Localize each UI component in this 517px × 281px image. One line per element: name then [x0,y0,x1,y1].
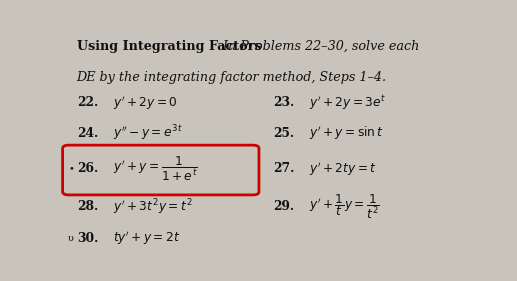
Text: In Problems 22–30, solve each: In Problems 22–30, solve each [219,40,419,53]
Text: 30.: 30. [77,232,98,245]
Text: 27.: 27. [273,162,294,175]
Text: DE by the integrating factor method, Steps 1–4.: DE by the integrating factor method, Ste… [77,71,387,83]
Text: 23.: 23. [273,96,294,110]
Text: 25.: 25. [273,127,294,140]
Text: Using Integrating Factors: Using Integrating Factors [77,40,261,53]
Text: $ty' + y = 2t$: $ty' + y = 2t$ [113,230,180,247]
Text: $y' + \dfrac{1}{t}y = \dfrac{1}{t^2}$: $y' + \dfrac{1}{t}y = \dfrac{1}{t^2}$ [309,193,380,221]
Text: •: • [69,164,74,173]
Text: $y' + 3t^2 y = t^2$: $y' + 3t^2 y = t^2$ [113,197,192,217]
Text: 29.: 29. [273,200,294,213]
Text: $y' + 2y = 0$: $y' + 2y = 0$ [113,94,177,112]
Text: 26.: 26. [77,162,98,175]
Text: 22.: 22. [77,96,98,110]
Text: υ: υ [68,234,74,243]
Text: $y' + y = \dfrac{1}{1+e^t}$: $y' + y = \dfrac{1}{1+e^t}$ [113,155,197,183]
Text: $y'' - y = e^{3t}$: $y'' - y = e^{3t}$ [113,123,183,143]
Text: $y' + 2y = 3e^t$: $y' + 2y = 3e^t$ [309,94,387,112]
Text: 24.: 24. [77,127,98,140]
Text: 28.: 28. [77,200,98,213]
Text: $y' + 2ty = t$: $y' + 2ty = t$ [309,160,377,178]
Text: $y' + y = \sin t$: $y' + y = \sin t$ [309,124,384,142]
